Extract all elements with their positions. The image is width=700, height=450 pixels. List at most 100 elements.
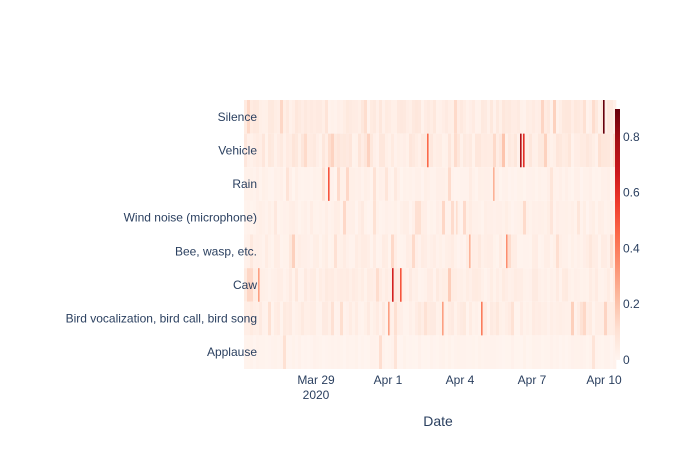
heatmap-cell <box>574 234 578 269</box>
heatmap-cell <box>370 268 374 302</box>
heatmap-cell <box>313 200 317 235</box>
heatmap-cell <box>583 200 587 235</box>
heatmap-cell <box>556 200 560 235</box>
heatmap-cell <box>373 301 377 336</box>
heatmap-cell <box>583 133 587 168</box>
heatmap-cell <box>544 200 548 235</box>
heatmap-cell <box>547 268 551 302</box>
y-tick-label: Rain <box>232 177 257 191</box>
heatmap-cell <box>502 268 506 302</box>
heatmap-cell <box>412 234 416 269</box>
heatmap-cell <box>280 200 284 235</box>
heatmap-cell <box>595 200 599 235</box>
heatmap-cell <box>424 335 428 370</box>
heatmap-cell <box>490 167 494 201</box>
heatmap-cell <box>388 100 392 134</box>
heatmap-peak-cell <box>328 167 330 201</box>
heatmap-cell <box>313 133 317 168</box>
heatmap-cell <box>406 268 410 302</box>
heatmap-cell <box>379 200 383 235</box>
heatmap-cell <box>505 133 509 168</box>
heatmap-cell <box>382 100 386 134</box>
heatmap-cell <box>451 301 455 336</box>
heatmap-cell <box>253 301 257 336</box>
heatmap-cells <box>244 100 617 370</box>
heatmap-cell <box>436 100 440 134</box>
heatmap-cell <box>346 133 350 168</box>
heatmap-cell <box>286 200 290 235</box>
heatmap-cell <box>358 200 362 235</box>
heatmap-cell <box>343 234 347 269</box>
heatmap-cell <box>415 268 419 302</box>
heatmap-cell <box>598 268 602 302</box>
heatmap-cell <box>286 167 290 201</box>
heatmap-cell <box>577 301 581 336</box>
heatmap-cell <box>316 133 320 168</box>
y-axis-labels: Silence Vehicle Rain Wind noise (microphone… <box>66 110 258 359</box>
heatmap-cell <box>574 100 578 134</box>
heatmap-cell <box>535 200 539 235</box>
heatmap-cell <box>427 268 431 302</box>
heatmap-cell <box>484 268 488 302</box>
heatmap-cell <box>403 200 407 235</box>
heatmap-cell <box>604 100 608 134</box>
heatmap-cell <box>289 335 293 370</box>
heatmap-cell <box>613 200 617 235</box>
heatmap-cell <box>259 301 263 336</box>
heatmap-cell <box>280 335 284 370</box>
heatmap-cell <box>394 268 398 302</box>
heatmap-peak-cell <box>469 234 471 269</box>
heatmap-cell <box>250 268 254 302</box>
heatmap-cell <box>400 200 404 235</box>
heatmap-cell <box>319 301 323 336</box>
heatmap-cell <box>472 268 476 302</box>
heatmap-cell <box>271 301 275 336</box>
heatmap-cell <box>484 100 488 134</box>
heatmap-cell <box>289 167 293 201</box>
heatmap-cell <box>406 335 410 370</box>
heatmap-cell <box>502 301 506 336</box>
heatmap-cell <box>409 167 413 201</box>
heatmap-cell <box>502 234 506 269</box>
heatmap-cell <box>487 167 491 201</box>
heatmap-cell <box>607 167 611 201</box>
heatmap-cell <box>565 167 569 201</box>
heatmap-cell <box>559 200 563 235</box>
heatmap-cell <box>442 268 446 302</box>
x-tick-label: Apr 10 <box>586 373 622 387</box>
heatmap-cell <box>511 200 515 235</box>
heatmap-cell <box>565 200 569 235</box>
heatmap-cell <box>331 335 335 370</box>
heatmap-cell <box>400 100 404 134</box>
heatmap-cell <box>442 301 446 336</box>
heatmap-cell <box>517 200 521 235</box>
heatmap-cell <box>487 335 491 370</box>
heatmap-cell <box>448 268 452 302</box>
heatmap-cell <box>355 200 359 235</box>
heatmap-cell <box>418 133 422 168</box>
heatmap-cell <box>547 335 551 370</box>
heatmap-cell <box>244 100 248 134</box>
heatmap-cell <box>271 167 275 201</box>
heatmap-cell <box>268 167 272 201</box>
heatmap-cell <box>484 234 488 269</box>
heatmap-cell <box>505 100 509 134</box>
heatmap-cell <box>280 100 284 134</box>
heatmap-cell <box>415 335 419 370</box>
heatmap-cell <box>313 234 317 269</box>
heatmap-cell <box>244 200 248 235</box>
heatmap-cell <box>427 133 431 168</box>
heatmap-cell <box>577 100 581 134</box>
heatmap-cell <box>298 268 302 302</box>
heatmap-cell <box>445 167 449 201</box>
heatmap-cell <box>463 133 467 168</box>
heatmap-cell <box>601 133 605 168</box>
heatmap-cell <box>514 335 518 370</box>
heatmap-cell <box>454 335 458 370</box>
heatmap-cell <box>244 268 248 302</box>
heatmap-cell <box>457 268 461 302</box>
heatmap-cell <box>268 133 272 168</box>
heatmap-cell <box>562 200 566 235</box>
heatmap-cell <box>568 200 572 235</box>
heatmap-cell <box>496 167 500 201</box>
